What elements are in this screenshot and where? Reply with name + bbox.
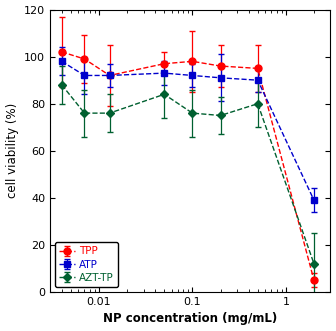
Legend: TPP, ATP, AZT-TP: TPP, ATP, AZT-TP [55, 242, 118, 287]
X-axis label: NP concentration (mg/mL): NP concentration (mg/mL) [103, 312, 278, 325]
Y-axis label: cell viability (%): cell viability (%) [6, 103, 18, 198]
